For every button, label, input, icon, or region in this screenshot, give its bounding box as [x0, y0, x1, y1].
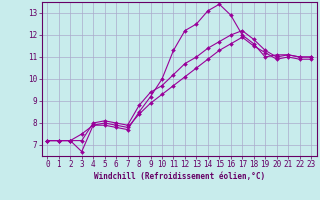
X-axis label: Windchill (Refroidissement éolien,°C): Windchill (Refroidissement éolien,°C)	[94, 172, 265, 181]
